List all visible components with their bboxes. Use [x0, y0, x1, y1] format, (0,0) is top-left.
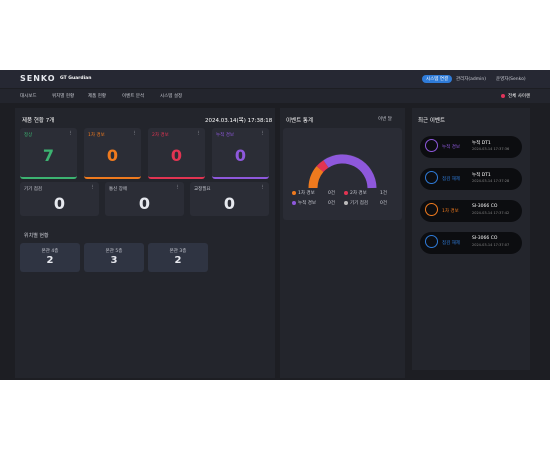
location-label: 본관 4층: [41, 249, 59, 254]
card-label: 누적 경보: [216, 133, 234, 138]
location-card: 본관 5층 3: [84, 243, 144, 272]
status-card: 기기 점검 ⋮ 0: [20, 182, 99, 216]
event-time: 2024-03-14 17:37:07: [472, 243, 510, 247]
legend-count: 0건: [328, 191, 336, 196]
card-label: 통신 장애: [109, 187, 127, 192]
logo: SENKO: [20, 74, 56, 83]
status-card: 2차 경보 ⋮ 0: [148, 128, 205, 179]
title: 제품 현황 7개: [22, 118, 55, 124]
legend-swatch: [344, 201, 348, 205]
event-name: 누적 DT1: [472, 141, 491, 146]
status-card: 1차 경보 ⋮ 0: [84, 128, 141, 179]
card-value: 0: [53, 194, 66, 213]
status-card: 정상 ⋮ 7: [20, 128, 77, 179]
nav-item[interactable]: 시스템 설정: [160, 94, 183, 99]
location-card: 본관 4층 2: [20, 243, 80, 272]
legend-label: 누적 경보: [298, 201, 316, 206]
gauge-card: [283, 128, 402, 220]
status-card: 누적 경보 ⋮ 0: [212, 128, 269, 179]
stats-panel: 이벤트 통계 이번 달 1차 경보 0건 2차 경보 1건 누적 경보 0건 기기 점검 0건: [280, 108, 405, 378]
title: 이벤트 통계: [286, 118, 314, 124]
nav-item[interactable]: 대시보드: [20, 94, 37, 99]
event-item: 1차 경보 SI-3066 CO 2024-03-14 17:37:42: [420, 200, 522, 222]
gauge-segment: [308, 166, 324, 189]
card-menu: ⋮: [90, 185, 96, 190]
card-label: 1차 경보: [88, 133, 105, 138]
location-card: 본관 3층 2: [148, 243, 208, 272]
legend-count: 0건: [380, 201, 388, 206]
event-time: 2024-03-14 17:37:36: [472, 147, 510, 151]
gauge-segment: [323, 154, 377, 189]
datetime: 2024.03.14(목) 17:38:18: [205, 118, 273, 124]
card-label: 교정필요: [194, 187, 211, 192]
location-label: 본관 3층: [169, 249, 187, 254]
event-icon: [425, 171, 438, 184]
legend-count: 0건: [328, 201, 336, 206]
event-time: 2024-03-14 17:37:42: [472, 211, 510, 215]
event-type: 점검 해제: [442, 177, 460, 182]
legend-swatch: [292, 201, 296, 205]
card-value: 7: [42, 146, 55, 165]
nav-item[interactable]: 제품 현황: [88, 94, 106, 99]
card-menu: ⋮: [196, 131, 202, 136]
event-icon: [425, 235, 438, 248]
legend-swatch: [344, 191, 348, 195]
event-type: 1차 경보: [442, 209, 459, 214]
header: SENKO GT Guardian 시스템 연결 관리자(admin) 운영자(…: [0, 70, 550, 88]
card-menu: ⋮: [132, 131, 138, 136]
siren-dot: [501, 94, 505, 98]
nav-item[interactable]: 이벤트 분석: [122, 94, 145, 99]
title: 최근 이벤트: [418, 118, 446, 124]
legend-label: 2차 경보: [350, 191, 367, 196]
location-label: 본관 5층: [105, 249, 123, 254]
location-value: 2: [46, 255, 54, 266]
status-card: 교정필요 ⋮ 0: [190, 182, 269, 216]
card-value: 0: [106, 146, 119, 165]
card-label: 2차 경보: [152, 133, 169, 138]
status-card: 통신 장애 ⋮ 0: [105, 182, 184, 216]
card-value: 0: [234, 146, 247, 165]
event-name: SI-3066 CO: [472, 236, 498, 241]
user[interactable]: 운영자(Senko): [496, 77, 526, 82]
card-label: 기기 점검: [24, 187, 42, 192]
legend-label: 1차 경보: [298, 191, 315, 196]
siren-button[interactable]: 전체 사이렌: [508, 94, 531, 99]
gauge: [308, 154, 377, 189]
dropdown[interactable]: 이번 달: [378, 117, 392, 122]
card-menu: ⋮: [260, 185, 266, 190]
legend-label: 기기 점검: [350, 201, 368, 206]
event-time: 2024-03-14 17:37:28: [472, 179, 510, 183]
user[interactable]: 관리자(admin): [456, 77, 487, 82]
nav: 대시보드 위치별 현황 제품 현황 이벤트 분석 시스템 설정 전체 사이렌: [0, 89, 550, 103]
event-icon: [425, 203, 438, 216]
section-title: 위치별 현황: [24, 233, 49, 239]
location-value: 2: [174, 255, 182, 266]
event-icon: [425, 139, 438, 152]
card-menu: ⋮: [68, 131, 74, 136]
card-label: 정상: [24, 133, 33, 138]
connect-button[interactable]: 시스템 연결: [422, 75, 453, 83]
nav-item[interactable]: 위치별 현황: [52, 94, 75, 99]
card-menu: ⋮: [175, 185, 181, 190]
card-value: 0: [170, 146, 183, 165]
legend-count: 1건: [380, 191, 388, 196]
event-name: 누적 DT1: [472, 173, 491, 178]
app-name: GT Guardian: [60, 76, 92, 81]
card-menu: ⋮: [260, 131, 266, 136]
card-value: 0: [223, 194, 236, 213]
location-value: 3: [110, 255, 118, 266]
event-type: 점검 해제: [442, 241, 460, 246]
event-name: SI-3066 CO: [472, 204, 498, 209]
legend-swatch: [292, 191, 296, 195]
event-type: 누적 경보: [442, 145, 460, 150]
event-item: 점검 해제 SI-3066 CO 2024-03-14 17:37:07: [420, 232, 522, 254]
event-item: 누적 경보 누적 DT1 2024-03-14 17:37:36: [420, 136, 522, 158]
event-item: 점검 해제 누적 DT1 2024-03-14 17:37:28: [420, 168, 522, 190]
app: SENKO GT Guardian 시스템 연결 관리자(admin) 운영자(…: [0, 70, 550, 380]
card-value: 0: [138, 194, 151, 213]
events-panel: 최근 이벤트 누적 경보 누적 DT1 2024-03-14 17:37:36 점검 …: [412, 108, 530, 370]
gauge-segment: [316, 160, 329, 173]
